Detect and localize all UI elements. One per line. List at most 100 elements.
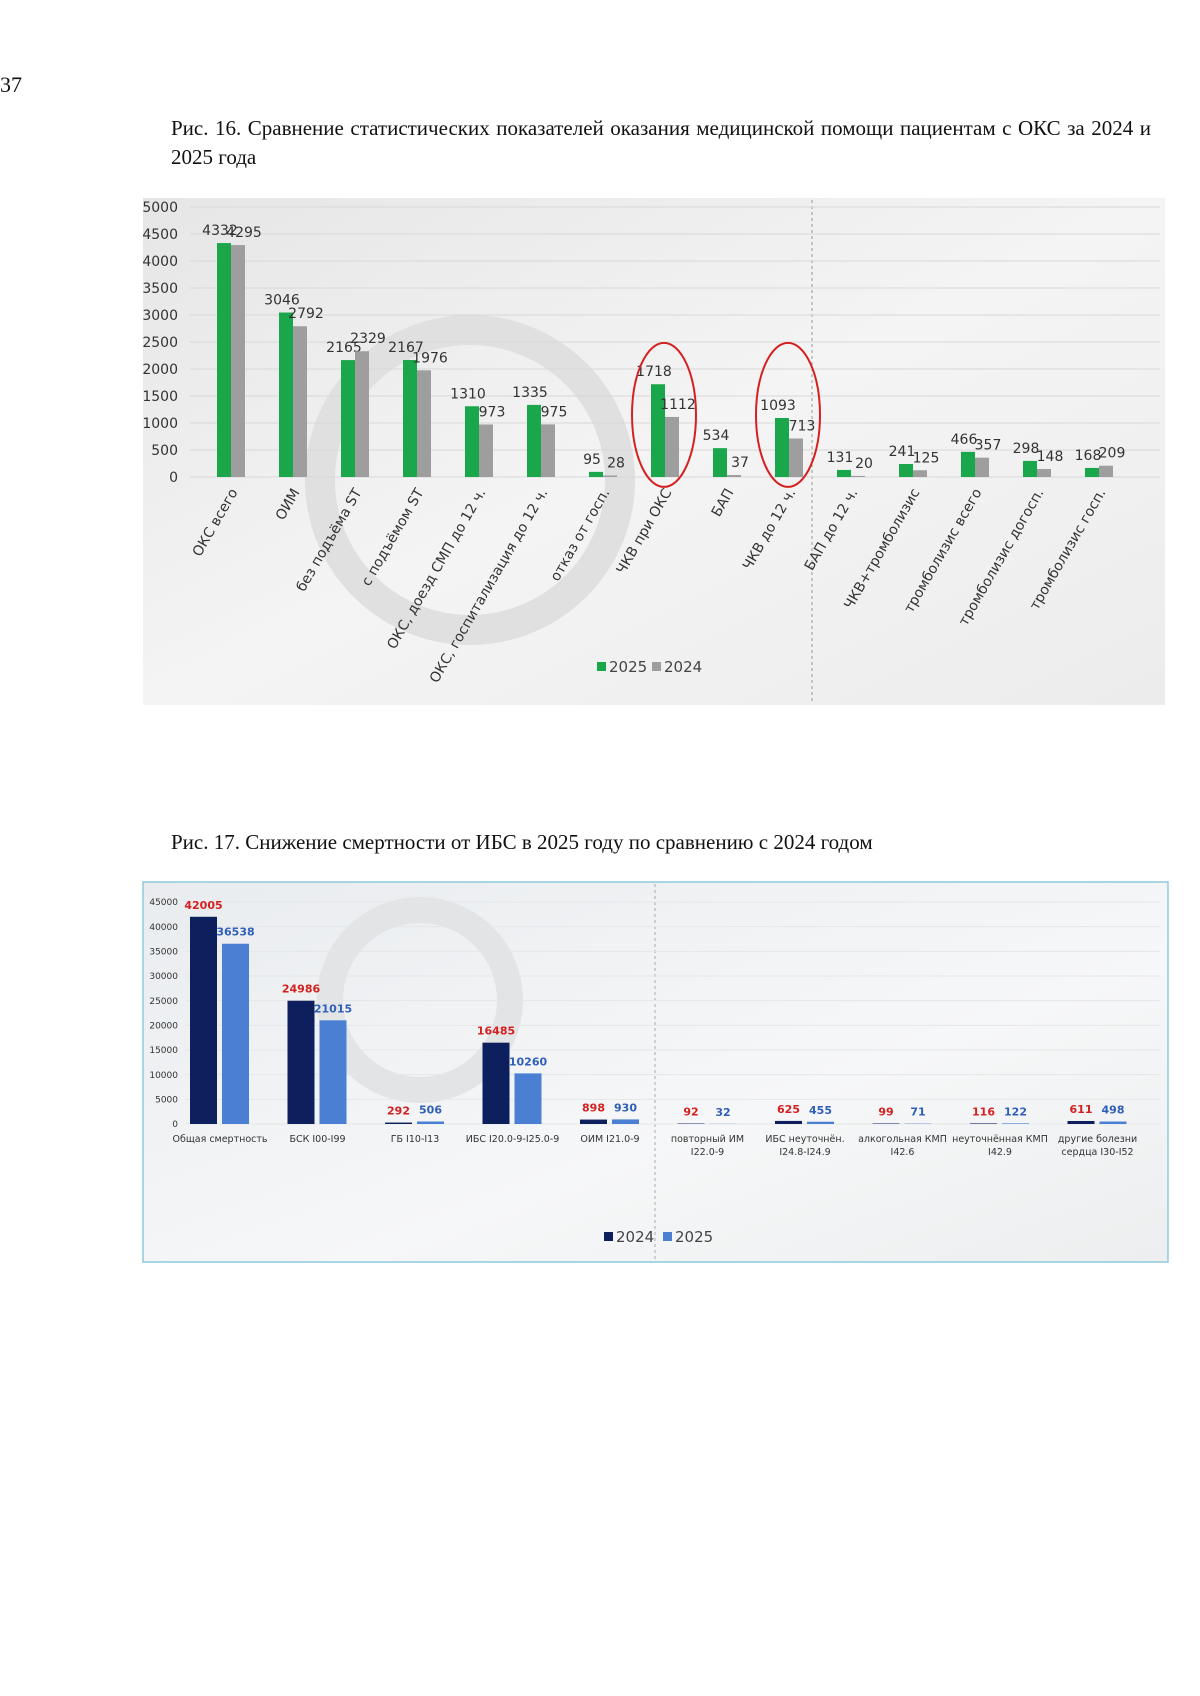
bar <box>1085 467 1099 477</box>
bar <box>403 359 417 477</box>
x-tick-label: ИБС I20.0-9-I25.0-9 <box>465 1134 560 1145</box>
data-label: 24986 <box>282 983 321 996</box>
data-label: 4332 <box>202 223 238 239</box>
data-label: 455 <box>809 1104 832 1117</box>
data-label: 498 <box>1102 1104 1125 1117</box>
data-label: 95 <box>583 452 601 468</box>
legend-label: 2024 <box>616 1228 654 1246</box>
x-tick-label: повторный ИМ I22.0-9 <box>670 1134 745 1158</box>
bar <box>961 451 975 477</box>
legend-swatch <box>597 662 606 671</box>
y-tick-label: 2500 <box>142 335 178 351</box>
bar <box>217 243 231 477</box>
data-label: 21015 <box>314 1002 352 1015</box>
data-label: 2167 <box>388 340 424 356</box>
bar <box>970 1123 997 1124</box>
bar <box>775 1120 802 1124</box>
y-tick-label: 5000 <box>142 200 178 216</box>
data-label: 1976 <box>412 350 448 366</box>
bar <box>385 1122 412 1124</box>
bar <box>589 471 603 477</box>
data-label: 534 <box>703 428 730 444</box>
data-label: 1718 <box>636 364 672 380</box>
x-tick-label: алкогольная КМП I42.6 <box>858 1134 947 1158</box>
data-label: 20 <box>855 456 873 472</box>
data-label: 713 <box>789 418 816 434</box>
y-tick-label: 3000 <box>142 308 178 324</box>
data-label: 466 <box>951 432 978 448</box>
data-label: 16485 <box>477 1025 515 1038</box>
bar <box>665 416 679 477</box>
data-label: 116 <box>972 1105 995 1118</box>
bar <box>287 1000 315 1124</box>
bar <box>293 326 307 477</box>
bar <box>1099 465 1113 477</box>
x-tick-label: ГБ I10-I13 <box>390 1134 440 1145</box>
bar <box>713 448 727 477</box>
bar <box>580 1119 607 1124</box>
bar <box>527 404 541 477</box>
page-number: 37 <box>0 72 22 97</box>
data-label: 930 <box>614 1101 637 1114</box>
legend-swatch <box>663 1232 672 1241</box>
bar <box>612 1119 639 1124</box>
highlight <box>755 341 821 488</box>
data-label: 2792 <box>288 306 324 322</box>
bar <box>807 1121 834 1124</box>
bar <box>1002 1123 1029 1124</box>
bar <box>479 424 493 477</box>
data-label: 99 <box>878 1106 893 1119</box>
data-label: 2165 <box>326 340 362 356</box>
bar <box>541 424 555 477</box>
bar <box>417 370 431 477</box>
data-label: 357 <box>975 438 1002 454</box>
data-label: 898 <box>582 1102 605 1115</box>
data-label: 71 <box>910 1106 925 1119</box>
legend-swatch <box>652 662 661 671</box>
bar <box>1023 460 1037 477</box>
data-label: 4295 <box>226 225 262 241</box>
x-tick-label: Общая смертность <box>172 1134 268 1145</box>
y-tick-label: 20000 <box>149 1021 178 1031</box>
data-label: 1093 <box>760 398 796 414</box>
data-label: 625 <box>777 1103 800 1116</box>
data-label: 973 <box>479 404 506 420</box>
data-label: 1310 <box>450 386 486 402</box>
x-tick-label: ИБС неуточнён. I24.8-I24.9 <box>765 1134 845 1158</box>
bar <box>279 312 293 477</box>
data-label: 122 <box>1004 1105 1027 1118</box>
bar <box>1067 1120 1095 1124</box>
data-label: 168 <box>1075 448 1102 464</box>
data-label: 10260 <box>509 1055 548 1068</box>
bar <box>190 916 217 1124</box>
figure-caption: Рис. 16. Сравнение статистических показа… <box>171 116 1151 169</box>
data-label: 32 <box>715 1106 730 1119</box>
data-label: 1112 <box>660 397 696 413</box>
bar <box>651 384 665 477</box>
data-label: 298 <box>1013 441 1040 457</box>
y-tick-label: 4500 <box>142 227 178 243</box>
x-tick-label: другие болезни сердца I30-I52 <box>1057 1134 1138 1158</box>
legend-label: 2025 <box>675 1228 713 1246</box>
data-label: 1335 <box>512 385 548 401</box>
bar <box>851 475 865 477</box>
bar <box>913 470 927 477</box>
bar <box>1037 469 1051 477</box>
y-tick-label: 4000 <box>142 254 178 270</box>
y-tick-label: 25000 <box>149 997 178 1007</box>
y-tick-label: 45000 <box>149 898 178 908</box>
y-tick-label: 15000 <box>149 1046 178 1056</box>
bar <box>603 475 617 477</box>
bar <box>837 469 851 477</box>
bar <box>727 475 741 477</box>
x-tick-label: ОИМ I21.0-9 <box>580 1134 640 1145</box>
data-label: 37 <box>731 455 749 471</box>
legend-label: 2024 <box>664 658 702 676</box>
legend-label: 2025 <box>609 658 647 676</box>
bar <box>975 457 989 477</box>
y-tick-label: 500 <box>151 443 178 459</box>
x-tick-label: неуточнённая КМП I42.9 <box>952 1134 1048 1158</box>
data-label: 209 <box>1099 446 1126 462</box>
